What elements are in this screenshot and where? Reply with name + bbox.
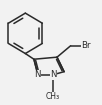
Text: N: N xyxy=(50,70,57,79)
Text: CH₃: CH₃ xyxy=(46,92,60,101)
Text: N: N xyxy=(34,70,41,79)
Text: Br: Br xyxy=(81,41,91,50)
